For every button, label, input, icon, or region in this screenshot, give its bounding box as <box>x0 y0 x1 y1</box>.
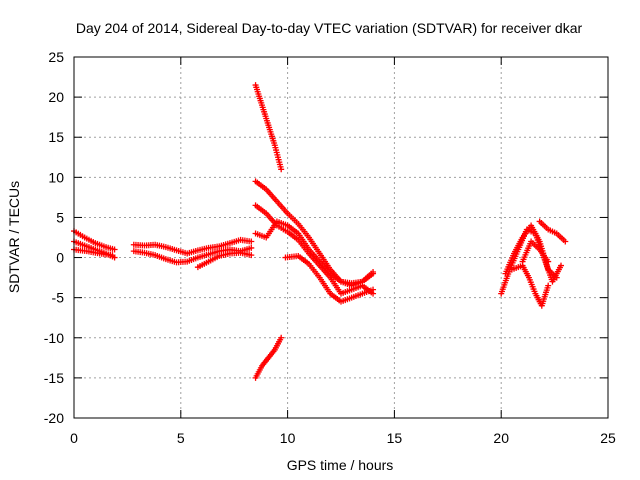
y-tick-label: 25 <box>48 49 64 65</box>
x-tick-label: 5 <box>177 430 185 446</box>
y-tick-label: -15 <box>44 370 64 386</box>
data-series <box>252 82 285 173</box>
y-tick-label: 20 <box>48 89 64 105</box>
data-series <box>252 334 285 381</box>
y-tick-label: -10 <box>44 330 64 346</box>
data-point-marker <box>278 334 285 341</box>
y-tick-label: -5 <box>52 290 65 306</box>
data-series <box>536 218 569 245</box>
data-point-marker <box>370 286 377 293</box>
data-point-marker <box>278 166 285 173</box>
plot-frame <box>73 56 609 419</box>
y-tick-label: -20 <box>44 410 64 426</box>
data-point-marker <box>562 238 569 245</box>
y-tick-label: 15 <box>48 129 64 145</box>
x-tick-label: 0 <box>70 430 78 446</box>
data-point-marker <box>545 282 552 289</box>
x-tick-label: 15 <box>387 430 403 446</box>
data-point-marker <box>545 258 552 265</box>
data-point-marker <box>109 252 116 259</box>
x-tick-label: 10 <box>280 430 296 446</box>
data-series <box>508 262 552 309</box>
data-series <box>71 246 116 259</box>
data-series <box>519 238 552 265</box>
grid-lines <box>74 57 608 418</box>
data-point-marker <box>370 270 377 277</box>
data-series <box>282 252 377 305</box>
x-axis-label: GPS time / hours <box>287 457 394 473</box>
data-point-marker <box>248 252 255 259</box>
data-point-marker <box>248 244 255 251</box>
x-tick-label: 25 <box>600 430 616 446</box>
y-tick-label: 5 <box>56 209 64 225</box>
chart-title: Day 204 of 2014, Sidereal Day-to-day VTE… <box>76 20 583 36</box>
data-series <box>71 228 118 253</box>
y-tick-label: 10 <box>48 169 64 185</box>
y-axis-label: SDTVAR / TECUs <box>6 181 22 293</box>
data-point-marker <box>111 246 118 253</box>
data-point-marker <box>558 262 565 269</box>
tick-labels: 0 5 10 15 20 25 -20 -15 -10 -5 0 5 10 15 20 25 <box>44 49 616 446</box>
x-tick-label: 20 <box>493 430 509 446</box>
data-series <box>194 249 255 271</box>
data-markers <box>71 82 569 381</box>
data-point-marker <box>553 274 560 281</box>
y-tick-label: 0 <box>56 250 64 266</box>
data-point-marker <box>248 238 255 245</box>
data-series <box>130 236 255 257</box>
data-series <box>252 218 377 287</box>
